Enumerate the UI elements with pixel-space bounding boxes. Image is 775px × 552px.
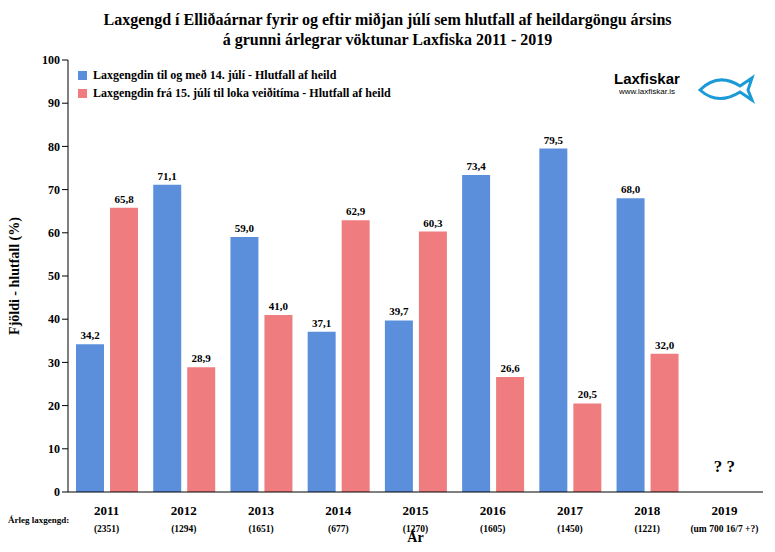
svg-text:Fjöldi - hlutfall (%): Fjöldi - hlutfall (%) <box>8 217 23 335</box>
svg-text:(1294): (1294) <box>171 524 196 535</box>
svg-text:65,8: 65,8 <box>114 193 134 205</box>
svg-text:0: 0 <box>54 485 60 499</box>
svg-text:(1651): (1651) <box>248 524 273 535</box>
svg-text:(677): (677) <box>328 524 349 535</box>
svg-text:79,5: 79,5 <box>544 134 564 146</box>
svg-text:50: 50 <box>48 269 60 283</box>
html-text:Laxgengdin frá 15. júlí til lo: Laxgengdin frá 15. júlí til loka veiðití… <box>93 86 391 100</box>
svg-text:20,5: 20,5 <box>578 388 598 400</box>
svg-text:60,3: 60,3 <box>423 217 443 229</box>
svg-text:37,1: 37,1 <box>312 317 331 329</box>
svg-text:2018: 2018 <box>634 503 661 518</box>
svg-text:2011: 2011 <box>94 503 119 518</box>
svg-text:40: 40 <box>48 312 60 326</box>
svg-text:20: 20 <box>48 399 60 413</box>
svg-text:2017: 2017 <box>557 503 584 518</box>
html-text:Laxgengdin til og með 14. júlí: Laxgengdin til og með 14. júlí - Hlutfal… <box>93 68 337 82</box>
svg-text:10: 10 <box>48 442 60 456</box>
svg-text:2019: 2019 <box>711 503 738 518</box>
svg-text:100: 100 <box>42 53 60 67</box>
svg-text:90: 90 <box>48 96 60 110</box>
svg-text:(1221): (1221) <box>635 524 660 535</box>
html-text:á grunni árlegrar vöktunar Lax: á grunni árlegrar vöktunar Laxfiska 2011… <box>222 31 553 48</box>
svg-text:2015: 2015 <box>403 503 430 518</box>
svg-text:68,0: 68,0 <box>621 183 641 195</box>
svg-text:(2351): (2351) <box>94 524 119 535</box>
svg-text:2014: 2014 <box>325 503 352 518</box>
html-text:www.laxfiskar.is: www.laxfiskar.is <box>618 87 675 96</box>
svg-text:? ?: ? ? <box>714 457 735 476</box>
svg-text:80: 80 <box>48 140 60 154</box>
html-text:Ár: Ár <box>407 530 424 545</box>
svg-text:34,2: 34,2 <box>80 329 100 341</box>
svg-text:2013: 2013 <box>248 503 275 518</box>
svg-text:70: 70 <box>48 183 60 197</box>
svg-text:28,9: 28,9 <box>192 352 212 364</box>
svg-text:32,0: 32,0 <box>655 339 675 351</box>
html-text:Laxfiskar: Laxfiskar <box>614 70 680 87</box>
svg-text:41,0: 41,0 <box>269 300 289 312</box>
svg-text:(1270): (1270) <box>402 524 429 534</box>
svg-text:73,4: 73,4 <box>466 160 486 172</box>
svg-text:26,6: 26,6 <box>500 362 520 374</box>
svg-text:(1450): (1450) <box>557 524 582 535</box>
svg-text:62,9: 62,9 <box>346 205 366 217</box>
svg-text:(1605): (1605) <box>480 524 505 535</box>
svg-text:39,7: 39,7 <box>389 305 409 317</box>
svg-text:2012: 2012 <box>171 503 197 518</box>
html-text:Árleg laxgengd:: Árleg laxgengd: <box>8 515 70 525</box>
svg-text:59,0: 59,0 <box>235 222 255 234</box>
svg-text:30: 30 <box>48 356 60 370</box>
svg-text:71,1: 71,1 <box>158 170 177 182</box>
svg-text:(um 700 16/7 +?): (um 700 16/7 +?) <box>690 524 758 535</box>
svg-text:2016: 2016 <box>480 503 507 518</box>
svg-text:60: 60 <box>48 226 60 240</box>
html-text:Laxgengd í Elliðaárnar fyrir o: Laxgengd í Elliðaárnar fyrir og eftir mi… <box>103 11 672 28</box>
